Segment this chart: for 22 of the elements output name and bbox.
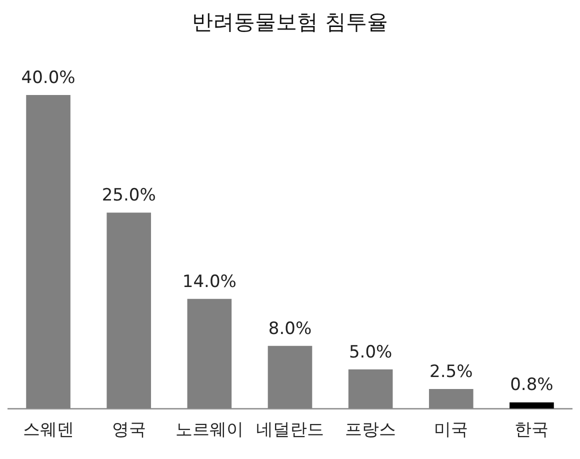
- data-label: 5.0%: [348, 342, 392, 362]
- data-label: 25.0%: [102, 186, 156, 206]
- x-tick-label: 노르웨이: [175, 420, 244, 440]
- data-label: 2.5%: [430, 362, 473, 382]
- x-tick-label: 스웨덴: [22, 420, 74, 440]
- x-tick-label: 영국: [112, 420, 146, 440]
- x-tick-label: 네덜란드: [256, 420, 324, 440]
- chart-title: 반려동물보험 침투율: [191, 9, 389, 36]
- data-label: 8.0%: [268, 318, 312, 339]
- x-tick-label: 프랑스: [345, 420, 396, 440]
- bar: [268, 346, 312, 409]
- bar: [26, 95, 70, 409]
- bar: [348, 369, 393, 409]
- bar: [106, 212, 152, 409]
- data-label: 0.8%: [510, 375, 554, 396]
- bar: [510, 402, 554, 409]
- data-label: 14.0%: [182, 272, 236, 292]
- data-label: 40.0%: [21, 68, 76, 88]
- x-tick-label: 한국: [514, 420, 549, 440]
- bar: [187, 298, 232, 409]
- bar: [428, 389, 474, 409]
- x-tick-label: 미국: [434, 420, 468, 440]
